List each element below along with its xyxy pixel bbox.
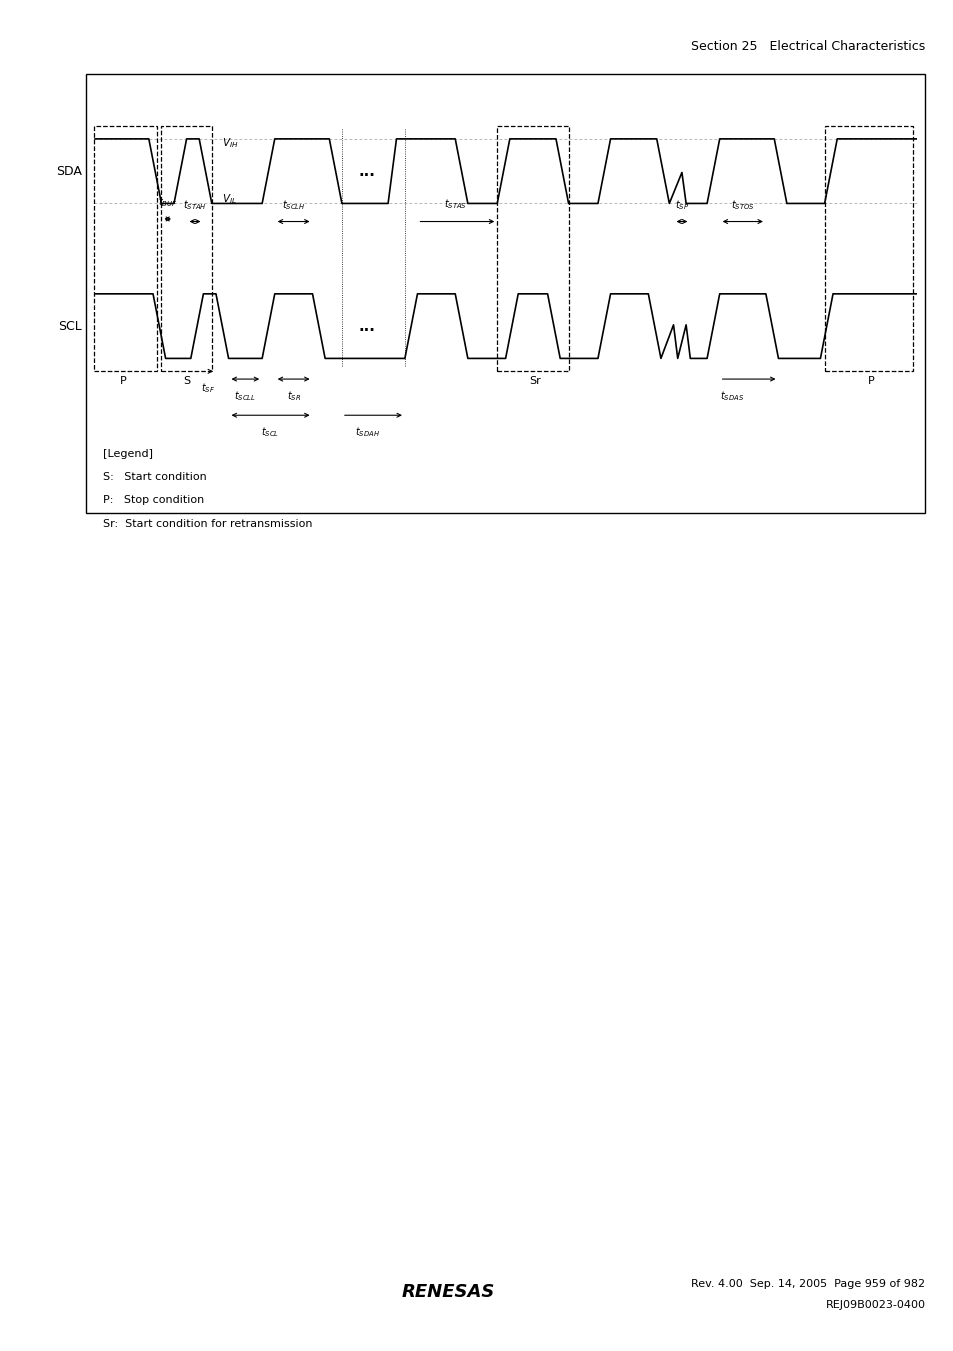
Text: $t_{SR}$: $t_{SR}$: [286, 389, 300, 403]
Text: ...: ...: [358, 163, 375, 178]
Text: $t_{BUF}$: $t_{BUF}$: [158, 196, 177, 209]
Text: ...: ...: [358, 319, 375, 334]
Text: REJ09B0023-0400: REJ09B0023-0400: [824, 1300, 924, 1309]
Bar: [497, 126, 568, 372]
Text: $t_{SCL}$: $t_{SCL}$: [261, 426, 279, 439]
Text: P:   Stop condition: P: Stop condition: [103, 496, 204, 505]
Text: SCL: SCL: [58, 320, 82, 332]
Text: $t_{STAH}$: $t_{STAH}$: [183, 197, 207, 212]
Text: RENESAS: RENESAS: [401, 1282, 495, 1301]
Text: Sr: Sr: [529, 377, 540, 386]
Text: S: S: [183, 377, 190, 386]
Text: $V_{IL}$: $V_{IL}$: [222, 193, 236, 207]
Text: $t_{SCLL}$: $t_{SCLL}$: [234, 389, 256, 403]
Text: $t_{SF}$: $t_{SF}$: [200, 381, 214, 396]
Text: $t_{STOS}$: $t_{STOS}$: [730, 197, 754, 212]
Bar: [823, 126, 912, 372]
Text: P: P: [866, 377, 873, 386]
Text: $t_{SDAH}$: $t_{SDAH}$: [355, 426, 379, 439]
Text: $t_{SP}$: $t_{SP}$: [674, 197, 688, 212]
Bar: [94, 126, 157, 372]
Bar: [161, 126, 212, 372]
Text: $t_{STAS}$: $t_{STAS}$: [443, 197, 466, 211]
Text: Section 25   Electrical Characteristics: Section 25 Electrical Characteristics: [690, 39, 924, 53]
Text: SDA: SDA: [55, 165, 82, 178]
Text: $t_{SCLH}$: $t_{SCLH}$: [281, 197, 305, 212]
Text: $t_{SDAS}$: $t_{SDAS}$: [720, 389, 743, 403]
Text: Sr:  Start condition for retransmission: Sr: Start condition for retransmission: [103, 519, 312, 528]
Text: S:   Start condition: S: Start condition: [103, 471, 206, 482]
Text: $V_{IH}$: $V_{IH}$: [222, 136, 238, 150]
Text: P: P: [120, 377, 127, 386]
Text: [Legend]: [Legend]: [103, 449, 152, 459]
Text: Rev. 4.00  Sep. 14, 2005  Page 959 of 982: Rev. 4.00 Sep. 14, 2005 Page 959 of 982: [691, 1279, 924, 1289]
